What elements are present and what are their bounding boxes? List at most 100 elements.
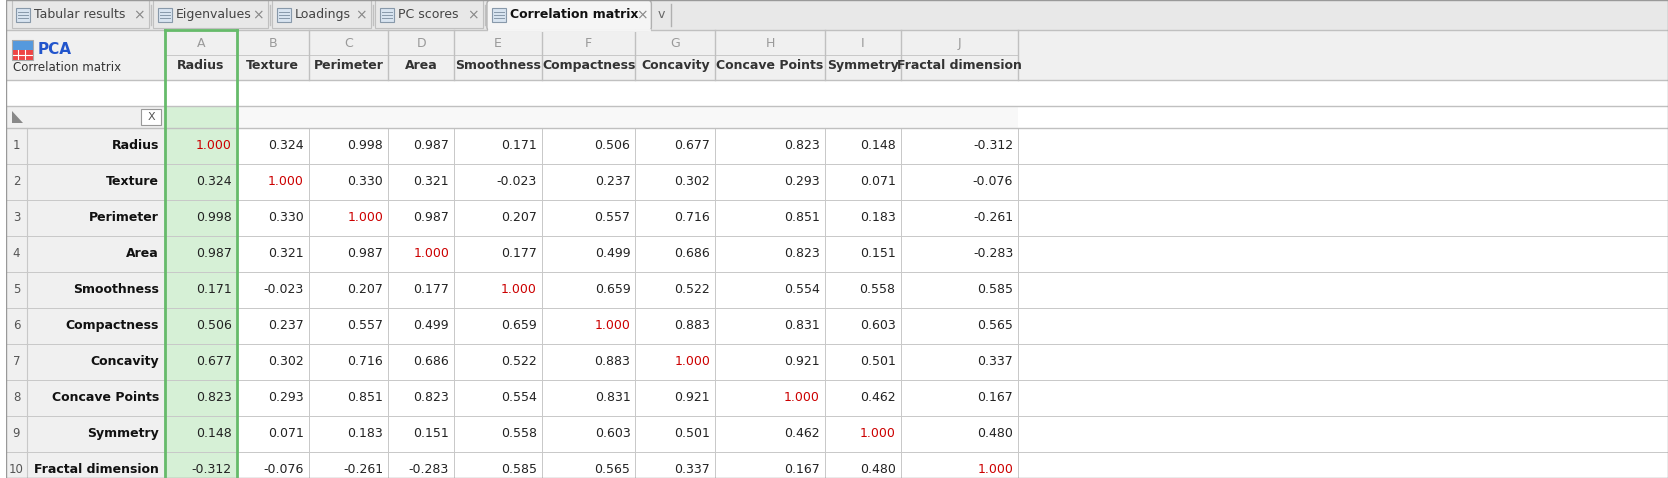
Bar [824,344,901,380]
Text: 0.987: 0.987 [414,140,449,152]
Bar [375,0,484,28]
Bar [12,50,33,60]
Bar [165,128,237,164]
Bar [454,344,542,380]
Text: X: X [147,112,155,122]
Bar [309,30,389,80]
Text: 1.000: 1.000 [500,283,537,296]
Bar [636,416,716,452]
Text: G: G [671,37,681,51]
Text: 0.883: 0.883 [594,355,631,368]
Text: Symmetry: Symmetry [87,427,158,440]
Bar [158,8,172,22]
Bar [716,128,824,164]
Bar [389,128,454,164]
Text: 2: 2 [13,175,20,188]
Bar [901,308,1017,344]
Bar [237,416,309,452]
Text: 0.148: 0.148 [859,140,896,152]
Bar [27,416,165,452]
Text: PCA: PCA [37,43,72,57]
Text: 1.000: 1.000 [267,175,304,188]
Bar [237,128,309,164]
Bar [309,380,389,416]
Bar [454,452,542,478]
Text: 0.071: 0.071 [267,427,304,440]
Text: -0.076: -0.076 [264,463,304,476]
Bar [636,106,716,128]
Text: 1.000: 1.000 [594,319,631,332]
Bar [542,164,636,200]
Bar [165,344,237,380]
Bar [542,236,636,272]
Text: 0.207: 0.207 [347,283,384,296]
Bar [5,200,27,236]
Text: 0.603: 0.603 [859,319,896,332]
Text: 0.171: 0.171 [197,283,232,296]
Text: Perimeter: Perimeter [314,59,384,73]
Bar [165,106,237,128]
Text: A: A [197,37,205,51]
Text: Perimeter: Perimeter [88,211,158,224]
Bar [716,452,824,478]
Text: -0.283: -0.283 [972,247,1012,261]
Text: -0.312: -0.312 [972,140,1012,152]
Text: 0.831: 0.831 [595,391,631,404]
Text: 0.167: 0.167 [784,463,819,476]
Text: 0.716: 0.716 [347,355,384,368]
Bar [636,236,716,272]
Bar [389,30,454,80]
Text: 0.823: 0.823 [784,247,819,261]
Text: Loadings: Loadings [295,9,350,22]
Bar [716,164,824,200]
Bar [5,0,1668,30]
Bar [716,200,824,236]
Text: 10: 10 [8,463,23,476]
Bar [454,380,542,416]
Bar [165,30,237,80]
Text: 0.823: 0.823 [197,391,232,404]
Text: 0.565: 0.565 [977,319,1012,332]
Text: Texture: Texture [247,59,299,73]
Bar [5,380,27,416]
Bar [309,106,389,128]
Bar [389,452,454,478]
Text: 0.330: 0.330 [347,175,384,188]
Text: 0.151: 0.151 [414,427,449,440]
Bar [309,272,389,308]
Text: 0.480: 0.480 [977,427,1012,440]
Text: ×: × [355,8,367,22]
Text: 0.558: 0.558 [859,283,896,296]
Bar [454,416,542,452]
Bar [542,30,636,80]
FancyBboxPatch shape [487,0,652,31]
Text: Area: Area [405,59,437,73]
Bar [5,344,27,380]
Text: 0.557: 0.557 [594,211,631,224]
Text: Fractal dimension: Fractal dimension [897,59,1022,73]
Text: Symmetry: Symmetry [827,59,899,73]
Text: 0.337: 0.337 [977,355,1012,368]
Text: 0.883: 0.883 [674,319,711,332]
Text: -0.312: -0.312 [192,463,232,476]
Bar [309,344,389,380]
Bar [389,380,454,416]
Bar [454,308,542,344]
Text: 0.151: 0.151 [859,247,896,261]
Bar [12,0,148,28]
Bar [142,109,162,125]
Bar [901,200,1017,236]
Text: 0.554: 0.554 [784,283,819,296]
Bar [636,128,716,164]
Bar [901,344,1017,380]
Bar [389,344,454,380]
Text: 9: 9 [13,427,20,440]
Text: 0.558: 0.558 [500,427,537,440]
Bar [542,452,636,478]
Bar [237,308,309,344]
Bar [716,236,824,272]
Bar [901,164,1017,200]
Text: 0.171: 0.171 [500,140,537,152]
Text: 0.183: 0.183 [347,427,384,440]
Bar [27,308,165,344]
